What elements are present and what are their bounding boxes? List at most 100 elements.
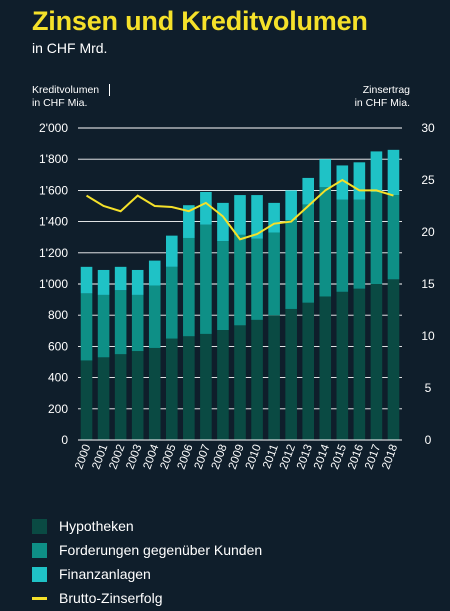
bar-segment-forderungen xyxy=(387,195,400,280)
bar-segment-hypotheken xyxy=(114,354,127,440)
bar-segment-hypotheken xyxy=(183,336,195,440)
bar-segment-finanzanlagen xyxy=(200,191,212,225)
bar-segment-forderungen xyxy=(234,234,246,326)
chart-legend: Hypotheken Forderungen gegenüber Kunden … xyxy=(32,514,262,610)
bar-segment-forderungen xyxy=(165,266,178,339)
bar-segment-hypotheken xyxy=(80,360,93,440)
bar-segment-forderungen xyxy=(336,199,349,292)
bar-segment-finanzanlagen xyxy=(387,149,400,196)
bar-segment-hypotheken xyxy=(336,291,349,440)
right-axis-title-line-1: Zinsertrag xyxy=(362,84,410,96)
bar-segment-finanzanlagen xyxy=(114,266,127,291)
bar-segment-forderungen xyxy=(131,294,144,352)
y-right-tick-label: 10 xyxy=(421,329,435,343)
legend-label-finanzanlagen: Finanzanlagen xyxy=(59,566,151,582)
bar-segment-forderungen xyxy=(268,232,280,316)
y-left-tick-label: 2'000 xyxy=(39,121,68,135)
bar-segment-finanzanlagen xyxy=(268,202,280,233)
bar-segment-hypotheken xyxy=(285,308,297,440)
legend-item-finanzanlagen: Finanzanlagen xyxy=(32,562,262,586)
bar-segment-forderungen xyxy=(370,191,383,284)
y-right-tick-label: 20 xyxy=(421,225,435,239)
bar-segment-finanzanlagen xyxy=(165,235,178,267)
bar-segment-forderungen xyxy=(319,187,332,297)
bar-segment-forderungen xyxy=(148,285,161,348)
stacked-bar-chart: 02004006008001'0001'2001'4001'6001'8002'… xyxy=(39,121,435,471)
bar-segment-finanzanlagen xyxy=(131,269,144,295)
legend-swatch-zinserfolg xyxy=(32,596,47,600)
x-tick-label: 2018 xyxy=(380,443,400,471)
chart-subtitle: in CHF Mrd. xyxy=(32,40,108,56)
bar-segment-forderungen xyxy=(302,204,315,303)
bar-segment-hypotheken xyxy=(251,319,263,440)
bar-segment-forderungen xyxy=(217,241,229,331)
y-left-tick-label: 0 xyxy=(61,433,68,447)
bar-segment-finanzanlagen xyxy=(217,202,229,242)
bar-segment-forderungen xyxy=(285,220,297,309)
bar-segment-hypotheken xyxy=(268,315,280,440)
bar-segment-hypotheken xyxy=(353,288,366,440)
bar-segment-hypotheken xyxy=(302,302,315,440)
legend-item-hypotheken: Hypotheken xyxy=(32,514,262,538)
bar-segment-hypotheken xyxy=(217,330,229,440)
legend-item-forderungen: Forderungen gegenüber Kunden xyxy=(32,538,262,562)
bar-segment-forderungen xyxy=(183,237,195,337)
y-left-tick-label: 400 xyxy=(48,371,68,385)
left-axis-title-line-1: Kreditvolumen xyxy=(32,84,100,96)
bar-segment-finanzanlagen xyxy=(234,195,246,235)
bar-segment-finanzanlagen xyxy=(336,165,349,200)
y-left-tick-label: 1'000 xyxy=(39,277,68,291)
bar-segment-finanzanlagen xyxy=(148,260,161,286)
bar-segment-finanzanlagen xyxy=(80,266,93,294)
left-axis-title: Kreditvolumen in CHF Mia. xyxy=(32,84,99,110)
bar-segment-finanzanlagen xyxy=(370,151,383,192)
bar-segment-finanzanlagen xyxy=(285,190,297,221)
legend-swatch-forderungen xyxy=(32,542,47,558)
y-left-tick-label: 1'600 xyxy=(39,183,68,197)
series-line-zinserfolg xyxy=(86,178,394,241)
y-right-tick-label: 5 xyxy=(425,381,432,395)
bar-segment-hypotheken xyxy=(131,351,144,440)
right-axis-title: Zinsertrag in CHF Mia. xyxy=(355,84,410,110)
bar-segment-finanzanlagen xyxy=(302,177,315,205)
y-left-tick-label: 1'800 xyxy=(39,152,68,166)
bar-segment-hypotheken xyxy=(319,296,332,440)
left-axis-title-line-2: in CHF Mia. xyxy=(32,97,88,109)
text-cursor-mark xyxy=(109,84,110,96)
bar-segment-finanzanlagen xyxy=(353,162,366,200)
bar-segment-forderungen xyxy=(251,238,263,320)
y-right-tick-label: 0 xyxy=(425,433,432,447)
bar-segment-forderungen xyxy=(114,290,127,355)
bar-segment-hypotheken xyxy=(97,357,110,440)
y-left-tick-label: 1'200 xyxy=(39,246,68,260)
bar-segment-forderungen xyxy=(200,224,212,334)
bar-segment-hypotheken xyxy=(234,325,246,440)
y-right-tick-label: 25 xyxy=(421,173,435,187)
bar-segment-finanzanlagen xyxy=(319,159,332,188)
legend-label-zinserfolg: Brutto-Zinserfolg xyxy=(59,590,163,606)
bar-segment-forderungen xyxy=(80,293,93,361)
bar-segment-hypotheken xyxy=(148,347,161,440)
bar-segment-finanzanlagen xyxy=(97,269,110,295)
legend-label-forderungen: Forderungen gegenüber Kunden xyxy=(59,542,263,558)
y-right-tick-label: 15 xyxy=(421,277,435,291)
y-left-tick-label: 600 xyxy=(48,339,68,353)
chart-title: Zinsen und Kreditvolumen xyxy=(32,6,368,36)
bar-segment-hypotheken xyxy=(165,338,178,440)
legend-swatch-hypotheken xyxy=(32,518,47,534)
y-left-tick-label: 800 xyxy=(48,308,68,322)
bar-segment-hypotheken xyxy=(370,284,383,440)
bar-segment-forderungen xyxy=(353,199,366,289)
y-left-tick-label: 1'400 xyxy=(39,215,68,229)
bar-segment-hypotheken xyxy=(200,333,212,440)
bar-segment-finanzanlagen xyxy=(183,205,195,238)
bar-segment-hypotheken xyxy=(387,279,400,440)
legend-label-hypotheken: Hypotheken xyxy=(59,518,134,534)
bar-segment-finanzanlagen xyxy=(251,195,263,239)
bar-segment-forderungen xyxy=(97,294,110,358)
y-right-tick-label: 30 xyxy=(421,121,435,135)
y-left-tick-label: 200 xyxy=(48,402,68,416)
right-axis-title-line-2: in CHF Mia. xyxy=(354,97,410,109)
legend-swatch-finanzanlagen xyxy=(32,566,47,582)
legend-item-zinserfolg: Brutto-Zinserfolg xyxy=(32,586,262,610)
